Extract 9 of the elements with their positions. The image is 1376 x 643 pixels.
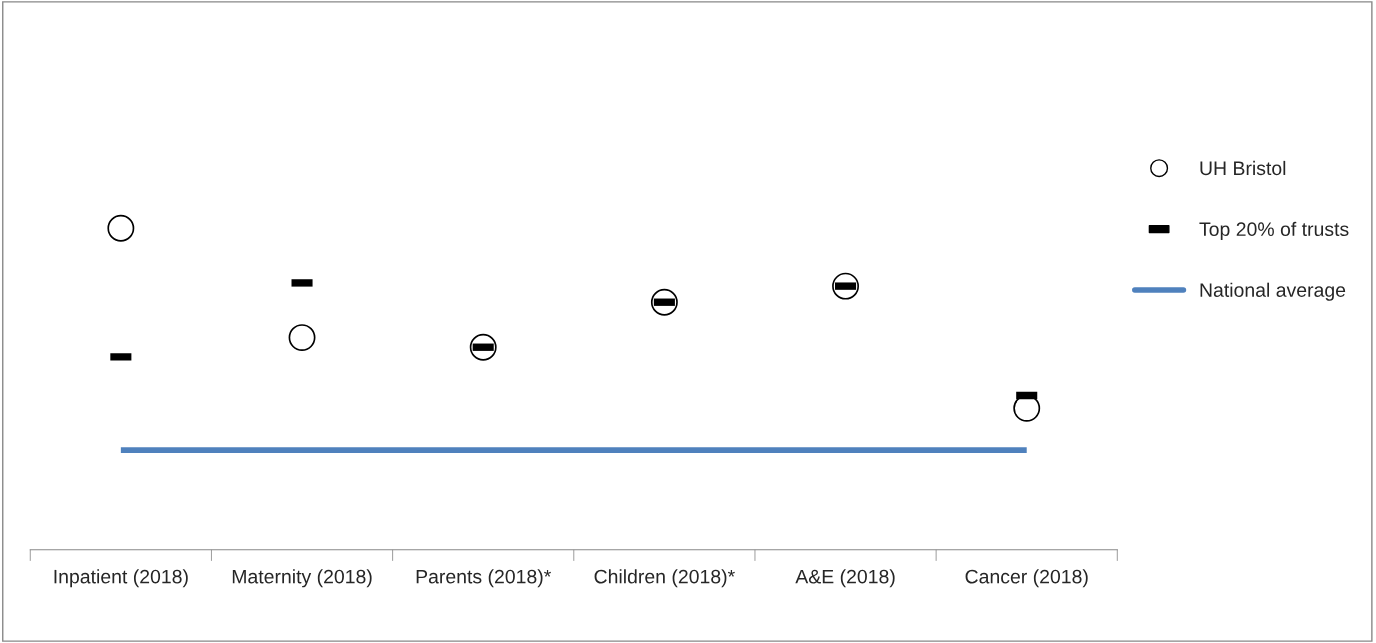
x-tick-label: Cancer (2018) bbox=[965, 569, 1088, 588]
legend-label: Top 20% of trusts bbox=[1199, 221, 1349, 240]
x-tick-label: Parents (2018)* bbox=[416, 569, 551, 588]
legend-label: UH Bristol bbox=[1200, 160, 1286, 176]
x-tick-label: Children (2018)* bbox=[594, 569, 735, 588]
x-tick-label: Maternity (2018) bbox=[232, 569, 372, 588]
x-tick-label: A&E (2018) bbox=[795, 569, 895, 588]
legend-label: National average bbox=[1200, 282, 1346, 301]
x-tick-label: Inpatient (2018) bbox=[54, 569, 188, 588]
